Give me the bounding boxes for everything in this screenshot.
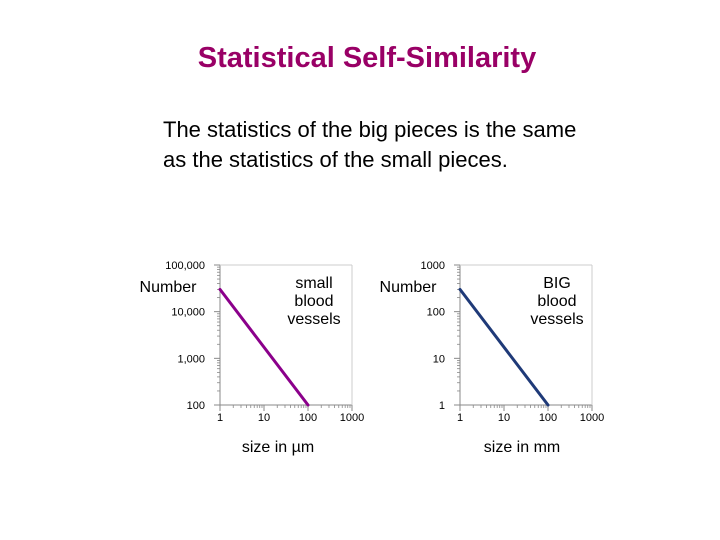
chart1-y-tick-label: 10,000	[171, 307, 205, 319]
body-line-1: The statistics of the big pieces is the …	[163, 117, 577, 142]
chart2-y-tick-label: 1	[439, 400, 445, 412]
chart2-x-tick-label: 1	[457, 412, 463, 424]
chart1-series-line	[218, 287, 310, 407]
chart2-x-tick-label: 100	[539, 412, 557, 424]
chart1-y-tick-label: 100	[187, 400, 205, 412]
chart1-annotation-line: blood	[294, 293, 333, 310]
chart1-x-tick-label: 100	[299, 412, 317, 424]
chart1-x-tick-label: 1	[217, 412, 223, 424]
body-line-2: as the statistics of the small pieces.	[163, 147, 508, 172]
chart1-y-tick-label: 1,000	[177, 353, 205, 365]
chart1-y-tick-label: 100,000	[165, 260, 205, 272]
chart1-y-axis-label: Number	[140, 279, 198, 296]
chart2-y-tick-label: 100	[427, 307, 445, 319]
chart2-y-tick-label: 1000	[421, 260, 445, 272]
slide-title: Statistical Self-Similarity	[197, 42, 537, 74]
slide-body: The statistics of the big pieces is the …	[163, 115, 683, 175]
chart2-y-tick-label: 10	[433, 353, 445, 365]
chart1-x-tick-label: 1000	[340, 412, 364, 424]
chart1-annotation-line: small	[295, 275, 332, 292]
chart1-annotation-line: vessels	[287, 311, 340, 328]
chart2-series-line	[458, 287, 550, 407]
chart2-y-axis-label: Number	[380, 279, 438, 296]
chart2-annotation-line: vessels	[530, 311, 583, 328]
chart2-annotation-line: blood	[537, 293, 576, 310]
chart2-annotation-line: BIG	[543, 275, 571, 292]
chart2-x-tick-label: 1000	[580, 412, 604, 424]
chart2-x-axis-label: size in mm	[484, 439, 560, 456]
chart1-x-axis-label: size in µm	[242, 439, 314, 456]
chart2-x-tick-label: 10	[498, 412, 510, 424]
chart1-x-tick-label: 10	[258, 412, 270, 424]
